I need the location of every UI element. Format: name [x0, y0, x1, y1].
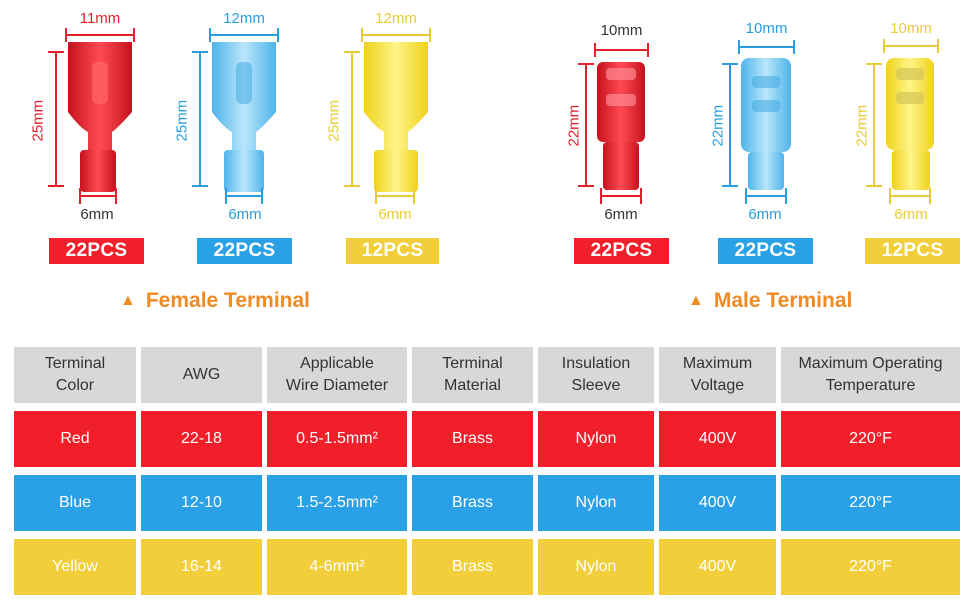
male-red-top-dim: 10mm — [600, 22, 643, 39]
terminal-illustrations — [48, 28, 939, 204]
male-blue-top-dim: 10mm — [745, 20, 788, 37]
male-yellow-height-dim: 22mm — [853, 104, 871, 147]
male-yellow-pcs-badge: 12PCS — [865, 238, 960, 264]
table-cell: 400V — [659, 475, 776, 531]
female-terminal-title: ▲ Female Terminal — [120, 289, 310, 313]
female-red-body — [68, 42, 132, 192]
male-red-body — [597, 62, 645, 190]
table-cell: Nylon — [538, 539, 654, 595]
female-red-top-dim: 11mm — [79, 10, 121, 27]
male-blue-body — [741, 58, 791, 190]
table-row-blue: Blue 12-10 1.5-2.5mm² Brass Nylon 400V 2… — [14, 475, 960, 531]
female-blue-bottom-dim: 6mm — [228, 206, 262, 223]
table-cell: 0.5-1.5mm² — [267, 411, 407, 467]
male-red-dimensions — [578, 43, 649, 204]
table-header-row: Terminal Color AWG Applicable Wire Diamete… — [14, 347, 960, 403]
male-red-bottom-dim: 6mm — [604, 206, 638, 223]
male-yellow-dimensions — [866, 39, 939, 204]
male-blue-bottom-dim: 6mm — [748, 206, 782, 223]
table-cell: Nylon — [538, 411, 654, 467]
table-cell: 1.5-2.5mm² — [267, 475, 407, 531]
table-cell: 220°F — [781, 411, 960, 467]
female-red-dimensions — [48, 28, 135, 204]
table-cell: 400V — [659, 411, 776, 467]
table-cell: Brass — [412, 411, 533, 467]
table-cell: 22-18 — [141, 411, 262, 467]
header-terminal-material: Terminal Material — [412, 347, 533, 403]
table-cell: Blue — [14, 475, 136, 531]
male-yellow-top-dim: 10mm — [890, 20, 932, 37]
table-row-red: Red 22-18 0.5-1.5mm² Brass Nylon 400V 22… — [14, 411, 960, 467]
male-red-pcs-badge: 22PCS — [574, 238, 669, 264]
header-awg: AWG — [141, 347, 262, 403]
female-yellow-top-dim: 12mm — [375, 10, 417, 27]
header-wire-diameter: Applicable Wire Diameter — [267, 347, 407, 403]
male-title-text: Male Terminal — [713, 289, 853, 312]
table-cell: 220°F — [781, 475, 960, 531]
male-red-height-dim: 22mm — [565, 104, 583, 147]
female-red-pcs-badge: 22PCS — [49, 238, 144, 264]
table-cell: Brass — [412, 539, 533, 595]
table-cell: Red — [14, 411, 136, 467]
table-cell: Brass — [412, 475, 533, 531]
female-red-height-dim: 25mm — [29, 99, 47, 142]
table-cell: 220°F — [781, 539, 960, 595]
header-max-voltage: Maximum Voltage — [659, 347, 776, 403]
male-terminal-title: ▲ Male Terminal — [688, 289, 852, 313]
table-cell: 16-14 — [141, 539, 262, 595]
male-blue-height-dim: 22mm — [709, 104, 727, 147]
header-terminal-color: Terminal Color — [14, 347, 136, 403]
table-cell: Nylon — [538, 475, 654, 531]
female-blue-dimensions — [192, 28, 279, 204]
table-cell: Yellow — [14, 539, 136, 595]
triangle-up-icon: ▲ — [688, 292, 704, 309]
female-blue-height-dim: 25mm — [173, 99, 191, 142]
spec-table: Terminal Color AWG Applicable Wire Diamete… — [9, 339, 965, 603]
female-blue-pcs-badge: 22PCS — [197, 238, 292, 264]
table-cell: 12-10 — [141, 475, 262, 531]
female-yellow-bottom-dim: 6mm — [378, 206, 412, 223]
female-yellow-height-dim: 25mm — [325, 99, 343, 142]
table-row-yellow: Yellow 16-14 4-6mm² Brass Nylon 400V 220… — [14, 539, 960, 595]
triangle-up-icon: ▲ — [120, 292, 136, 309]
header-max-temperature: Maximum Operating Temperature — [781, 347, 960, 403]
female-red-bottom-dim: 6mm — [80, 206, 114, 223]
male-blue-dimensions — [722, 40, 795, 204]
table-cell: 400V — [659, 539, 776, 595]
header-insulation-sleeve: Insulation Sleeve — [538, 347, 654, 403]
female-yellow-pcs-badge: 12PCS — [346, 238, 439, 264]
female-yellow-body — [364, 42, 428, 192]
table-cell: 4-6mm² — [267, 539, 407, 595]
female-yellow-dimensions — [344, 28, 431, 204]
male-blue-pcs-badge: 22PCS — [718, 238, 813, 264]
male-yellow-body — [886, 58, 934, 190]
male-yellow-bottom-dim: 6mm — [894, 206, 928, 223]
female-title-text: Female Terminal — [145, 289, 311, 312]
female-blue-top-dim: 12mm — [223, 10, 265, 27]
female-blue-body — [212, 42, 276, 192]
